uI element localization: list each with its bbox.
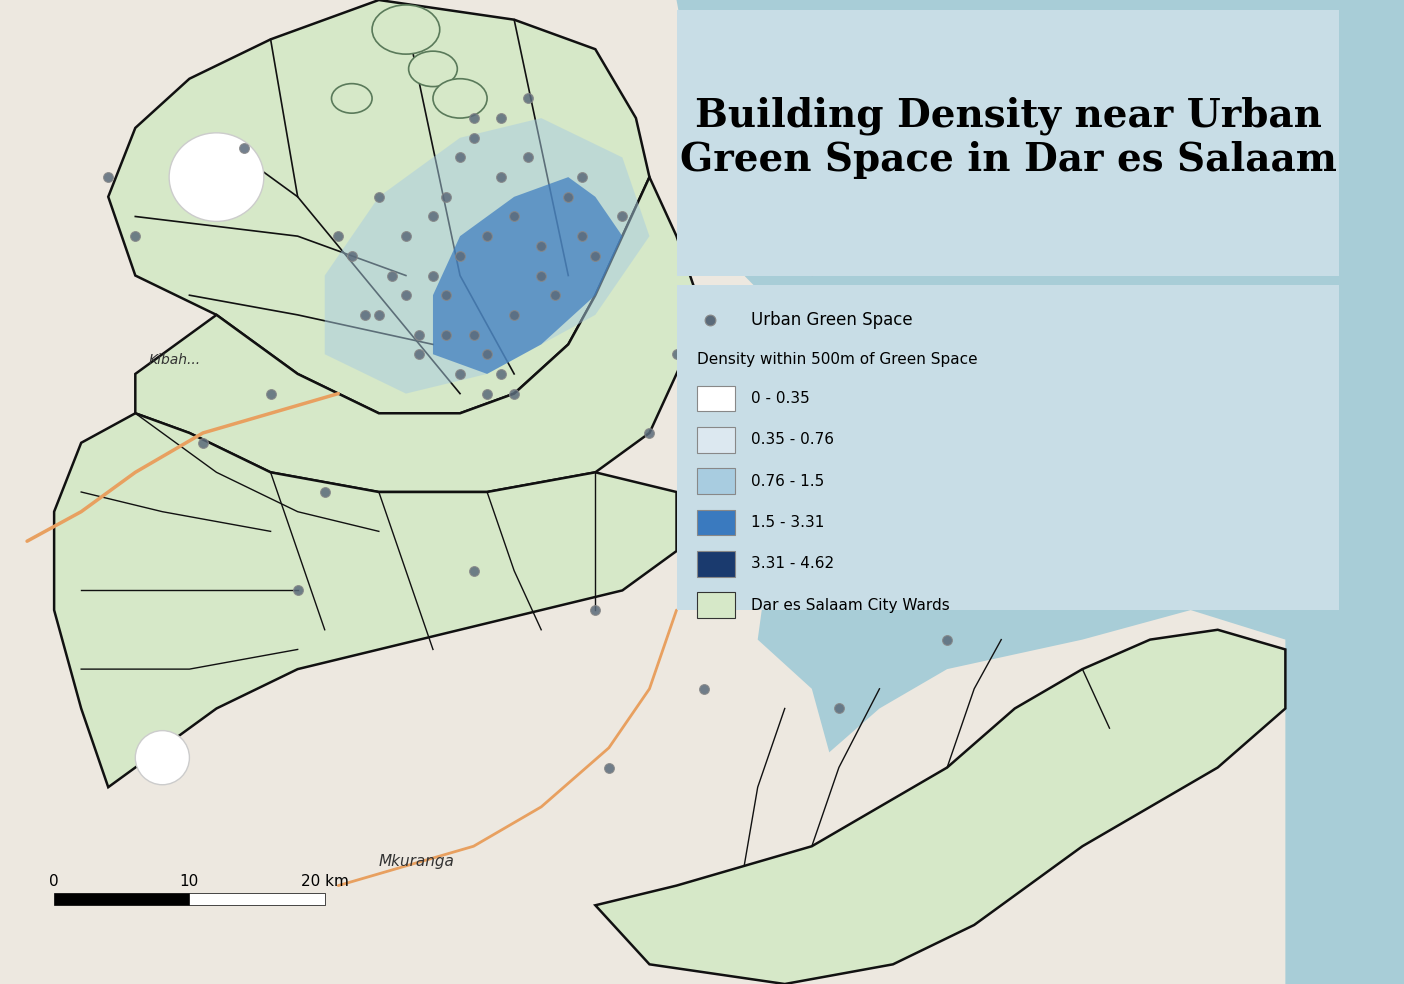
Point bbox=[665, 346, 688, 362]
Point bbox=[529, 268, 552, 283]
Bar bbox=[696, 468, 734, 494]
Point bbox=[260, 386, 282, 401]
Point bbox=[503, 307, 525, 323]
FancyBboxPatch shape bbox=[677, 285, 1339, 610]
Text: Density within 500m of Green Space: Density within 500m of Green Space bbox=[696, 351, 977, 367]
Text: Kibah...: Kibah... bbox=[149, 353, 201, 367]
Polygon shape bbox=[108, 0, 650, 413]
Point bbox=[286, 583, 309, 598]
Text: 0.76 - 1.5: 0.76 - 1.5 bbox=[751, 473, 824, 489]
Point bbox=[557, 189, 580, 205]
Text: 0: 0 bbox=[49, 874, 59, 889]
Text: 20 km: 20 km bbox=[300, 874, 348, 889]
Point bbox=[449, 248, 472, 264]
Point bbox=[490, 366, 512, 382]
Bar bbox=[696, 510, 734, 535]
Point bbox=[192, 435, 215, 451]
Point bbox=[449, 150, 472, 165]
Point bbox=[611, 209, 633, 224]
Text: Mkuranga: Mkuranga bbox=[379, 854, 455, 869]
Point bbox=[409, 327, 431, 342]
Circle shape bbox=[372, 5, 439, 54]
Point bbox=[232, 140, 254, 155]
Point bbox=[598, 760, 621, 775]
Polygon shape bbox=[135, 177, 703, 492]
Polygon shape bbox=[324, 118, 650, 394]
Point bbox=[435, 287, 458, 303]
Circle shape bbox=[409, 51, 458, 87]
Point bbox=[462, 110, 484, 126]
Point bbox=[435, 189, 458, 205]
Text: Urban Green Space: Urban Green Space bbox=[751, 311, 913, 329]
Point bbox=[354, 307, 376, 323]
Point bbox=[584, 602, 607, 618]
Point bbox=[543, 287, 566, 303]
Point bbox=[692, 681, 715, 697]
Point bbox=[421, 209, 444, 224]
Text: Building Density near Urban
Green Space in Dar es Salaam: Building Density near Urban Green Space … bbox=[680, 96, 1337, 179]
Point bbox=[395, 228, 417, 244]
Point bbox=[380, 268, 403, 283]
Polygon shape bbox=[55, 413, 677, 787]
Point bbox=[409, 346, 431, 362]
Point bbox=[462, 327, 484, 342]
Point bbox=[936, 632, 959, 647]
Point bbox=[368, 307, 390, 323]
Point bbox=[476, 346, 498, 362]
Polygon shape bbox=[0, 0, 920, 984]
Text: 0.35 - 0.76: 0.35 - 0.76 bbox=[751, 432, 834, 448]
Point bbox=[517, 91, 539, 106]
Point bbox=[449, 366, 472, 382]
FancyBboxPatch shape bbox=[677, 10, 1339, 276]
Point bbox=[368, 189, 390, 205]
Point bbox=[529, 238, 552, 254]
Point bbox=[517, 150, 539, 165]
Ellipse shape bbox=[135, 730, 190, 785]
Point bbox=[476, 228, 498, 244]
Point bbox=[313, 484, 336, 500]
Point bbox=[490, 110, 512, 126]
Bar bbox=[696, 386, 734, 411]
Point bbox=[462, 130, 484, 146]
Point bbox=[97, 169, 119, 185]
Point bbox=[341, 248, 364, 264]
Point bbox=[570, 169, 592, 185]
Point bbox=[490, 169, 512, 185]
Point bbox=[435, 327, 458, 342]
Point bbox=[503, 209, 525, 224]
Text: 10: 10 bbox=[180, 874, 199, 889]
Point bbox=[421, 268, 444, 283]
Bar bbox=[696, 592, 734, 618]
Bar bbox=[190, 893, 324, 905]
Point bbox=[699, 312, 722, 328]
Point bbox=[584, 248, 607, 264]
Point bbox=[327, 228, 350, 244]
Polygon shape bbox=[569, 610, 1286, 984]
Point bbox=[395, 287, 417, 303]
Point bbox=[124, 228, 146, 244]
Circle shape bbox=[432, 79, 487, 118]
Bar bbox=[696, 427, 734, 453]
Bar bbox=[55, 893, 190, 905]
Text: 0 - 0.35: 0 - 0.35 bbox=[751, 391, 810, 406]
Point bbox=[503, 386, 525, 401]
Text: 1.5 - 3.31: 1.5 - 3.31 bbox=[751, 515, 824, 530]
Bar bbox=[696, 551, 734, 577]
Point bbox=[462, 563, 484, 579]
Text: Dar es Salaam City Wards: Dar es Salaam City Wards bbox=[751, 597, 949, 613]
Point bbox=[476, 386, 498, 401]
Circle shape bbox=[331, 84, 372, 113]
Text: 3.31 - 4.62: 3.31 - 4.62 bbox=[751, 556, 834, 572]
Polygon shape bbox=[595, 630, 1286, 984]
Polygon shape bbox=[432, 177, 622, 374]
Ellipse shape bbox=[168, 133, 264, 221]
Point bbox=[733, 563, 755, 579]
Point bbox=[570, 228, 592, 244]
Point bbox=[827, 701, 849, 716]
Point bbox=[639, 425, 661, 441]
